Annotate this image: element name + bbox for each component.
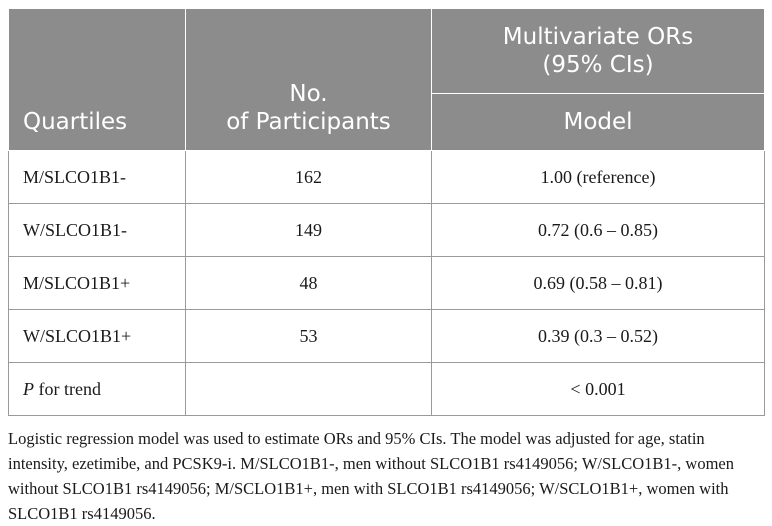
- header-multivariate-line2: (95% CIs): [542, 52, 654, 78]
- table-row: W/SLCO1B1+ 53 0.39 (0.3 – 0.52): [8, 309, 765, 363]
- cell-trend-label: P for trend: [8, 362, 186, 416]
- header-quartiles: Quartiles: [8, 8, 186, 151]
- header-multivariate: Multivariate ORs (95% CIs): [431, 8, 765, 94]
- header-participants-line2: of Participants: [226, 109, 391, 135]
- cell-or: 0.39 (0.3 – 0.52): [431, 309, 765, 363]
- cell-trend-participants: [185, 362, 432, 416]
- cell-participants: 48: [185, 256, 432, 310]
- cell-participants: 162: [185, 150, 432, 204]
- table-row: M/SLCO1B1+ 48 0.69 (0.58 – 0.81): [8, 256, 765, 310]
- cell-trend-or: < 0.001: [431, 362, 765, 416]
- header-participants: No. of Participants: [185, 8, 432, 151]
- header-row-bottom: Model: [9, 93, 765, 151]
- cell-participants: 149: [185, 203, 432, 257]
- cell-or: 0.69 (0.58 – 0.81): [431, 256, 765, 310]
- trend-p-label: P: [23, 378, 34, 399]
- cell-quartile: M/SLCO1B1+: [8, 256, 186, 310]
- table-container: Quartiles No. of Participants Multivaria…: [8, 8, 765, 526]
- table-row: W/SLCO1B1- 149 0.72 (0.6 – 0.85): [8, 203, 765, 257]
- table-row: M/SLCO1B1- 162 1.00 (reference): [8, 150, 765, 204]
- cell-quartile: M/SLCO1B1-: [8, 150, 186, 204]
- trend-label-rest: for trend: [34, 378, 101, 399]
- header-multivariate-line1: Multivariate ORs: [502, 24, 694, 50]
- header-row-top: Quartiles No. of Participants Multivaria…: [8, 8, 765, 151]
- table-footnote: Logistic regression model was used to es…: [8, 429, 734, 523]
- trend-row: P for trend < 0.001: [8, 362, 765, 416]
- cell-or: 1.00 (reference): [431, 150, 765, 204]
- cell-quartile: W/SLCO1B1-: [8, 203, 186, 257]
- header-model: Model: [431, 93, 765, 151]
- cell-or: 0.72 (0.6 – 0.85): [431, 203, 765, 257]
- header-participants-line1: No.: [289, 81, 328, 107]
- cell-quartile: W/SLCO1B1+: [8, 309, 186, 363]
- results-table: Quartiles No. of Participants Multivaria…: [8, 8, 765, 416]
- cell-participants: 53: [185, 309, 432, 363]
